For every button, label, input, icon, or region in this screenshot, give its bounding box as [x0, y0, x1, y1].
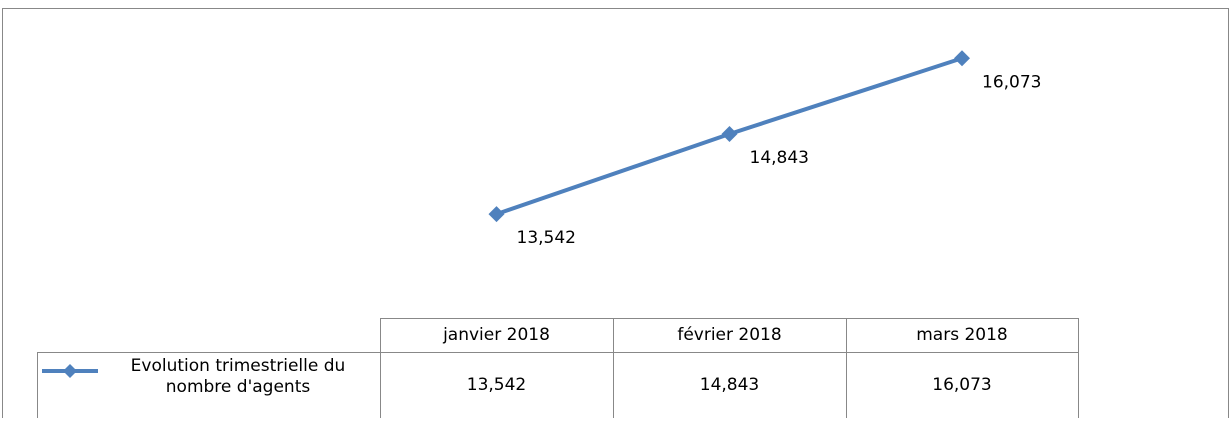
table-value: 13,542 [466, 374, 527, 395]
data-label: 13,542 [517, 228, 576, 248]
data-point [721, 125, 738, 142]
table-cell: février 2018 [677, 324, 782, 345]
table-value: 16,073 [932, 374, 992, 395]
table-cell: 16,073 [932, 374, 992, 395]
table-value: 14,843 [699, 374, 760, 395]
data-label: 14,843 [750, 148, 809, 168]
table-cell: janvier 2018 [443, 324, 550, 345]
table-cell: Evolution trimestrielle du nombre d'agen… [130, 356, 346, 397]
table-cell: 13,542 [466, 374, 527, 395]
legend-label: Evolution trimestrielle du nombre d'agen… [130, 356, 346, 397]
data-label: 16,073 [982, 72, 1041, 92]
x-category-label: février 2018 [677, 324, 782, 345]
data-point [954, 50, 970, 67]
table-cell: mars 2018 [916, 324, 1008, 345]
chart-border [2, 8, 1229, 422]
legend-marker [63, 364, 77, 378]
data-point [488, 206, 505, 223]
x-category-label: mars 2018 [916, 324, 1008, 345]
x-category-label: janvier 2018 [443, 324, 550, 345]
table-cell: 14,843 [699, 374, 760, 395]
